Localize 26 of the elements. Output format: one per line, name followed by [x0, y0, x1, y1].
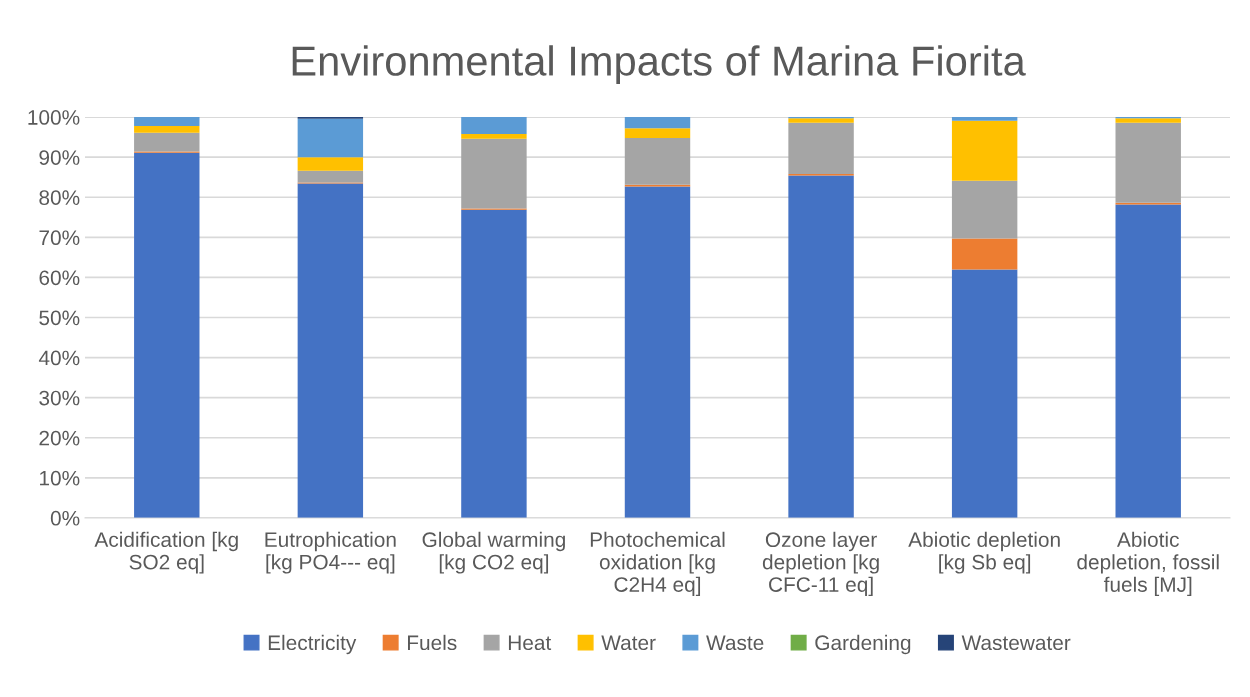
x-tick-label: Photochemical oxidation [kg C2H4 eq]: [590, 531, 725, 597]
legend-label: Waste: [706, 635, 764, 651]
y-tick-label: 80%: [39, 190, 80, 205]
y-tick-label: 50%: [39, 310, 80, 326]
y-tick-label: 20%: [39, 430, 80, 446]
x-tick-label: Abiotic depletion [kg Sb eq]: [908, 531, 1060, 574]
y-tick-label: 30%: [39, 390, 80, 406]
legend-label: Wastewater: [961, 635, 1071, 651]
legend-label: Fuels: [408, 634, 457, 651]
y-tick-label: 40%: [38, 350, 80, 366]
y-tick-label: 0%: [50, 510, 80, 526]
x-tick-label: Acidification [kg SO2 eq]: [94, 531, 238, 574]
legend-label: Heat: [508, 635, 552, 651]
x-tick-label: Abiotic depletion, fossil fuels [MJ]: [1077, 531, 1219, 597]
legend-label: Electricity: [268, 634, 357, 655]
chart-title: Environmental Impacts of Marina Fiorita: [292, 45, 1026, 85]
y-tick-label: 60%: [39, 270, 80, 286]
y-tick-label: 70%: [39, 230, 80, 246]
y-tick-label: 10%: [40, 470, 80, 486]
y-tick-label: 90%: [39, 150, 80, 165]
legend-label: Gardening: [815, 634, 911, 655]
legend-label: Water: [601, 635, 656, 651]
x-tick-label: Global warming [kg CO2 eq]: [422, 531, 565, 574]
y-tick-label: 100%: [28, 110, 80, 125]
x-tick-label: Ozone layer depletion [kg CFC-11 eq]: [762, 531, 879, 597]
x-tick-label: Eutrophication [kg PO4--- eq]: [265, 531, 396, 574]
